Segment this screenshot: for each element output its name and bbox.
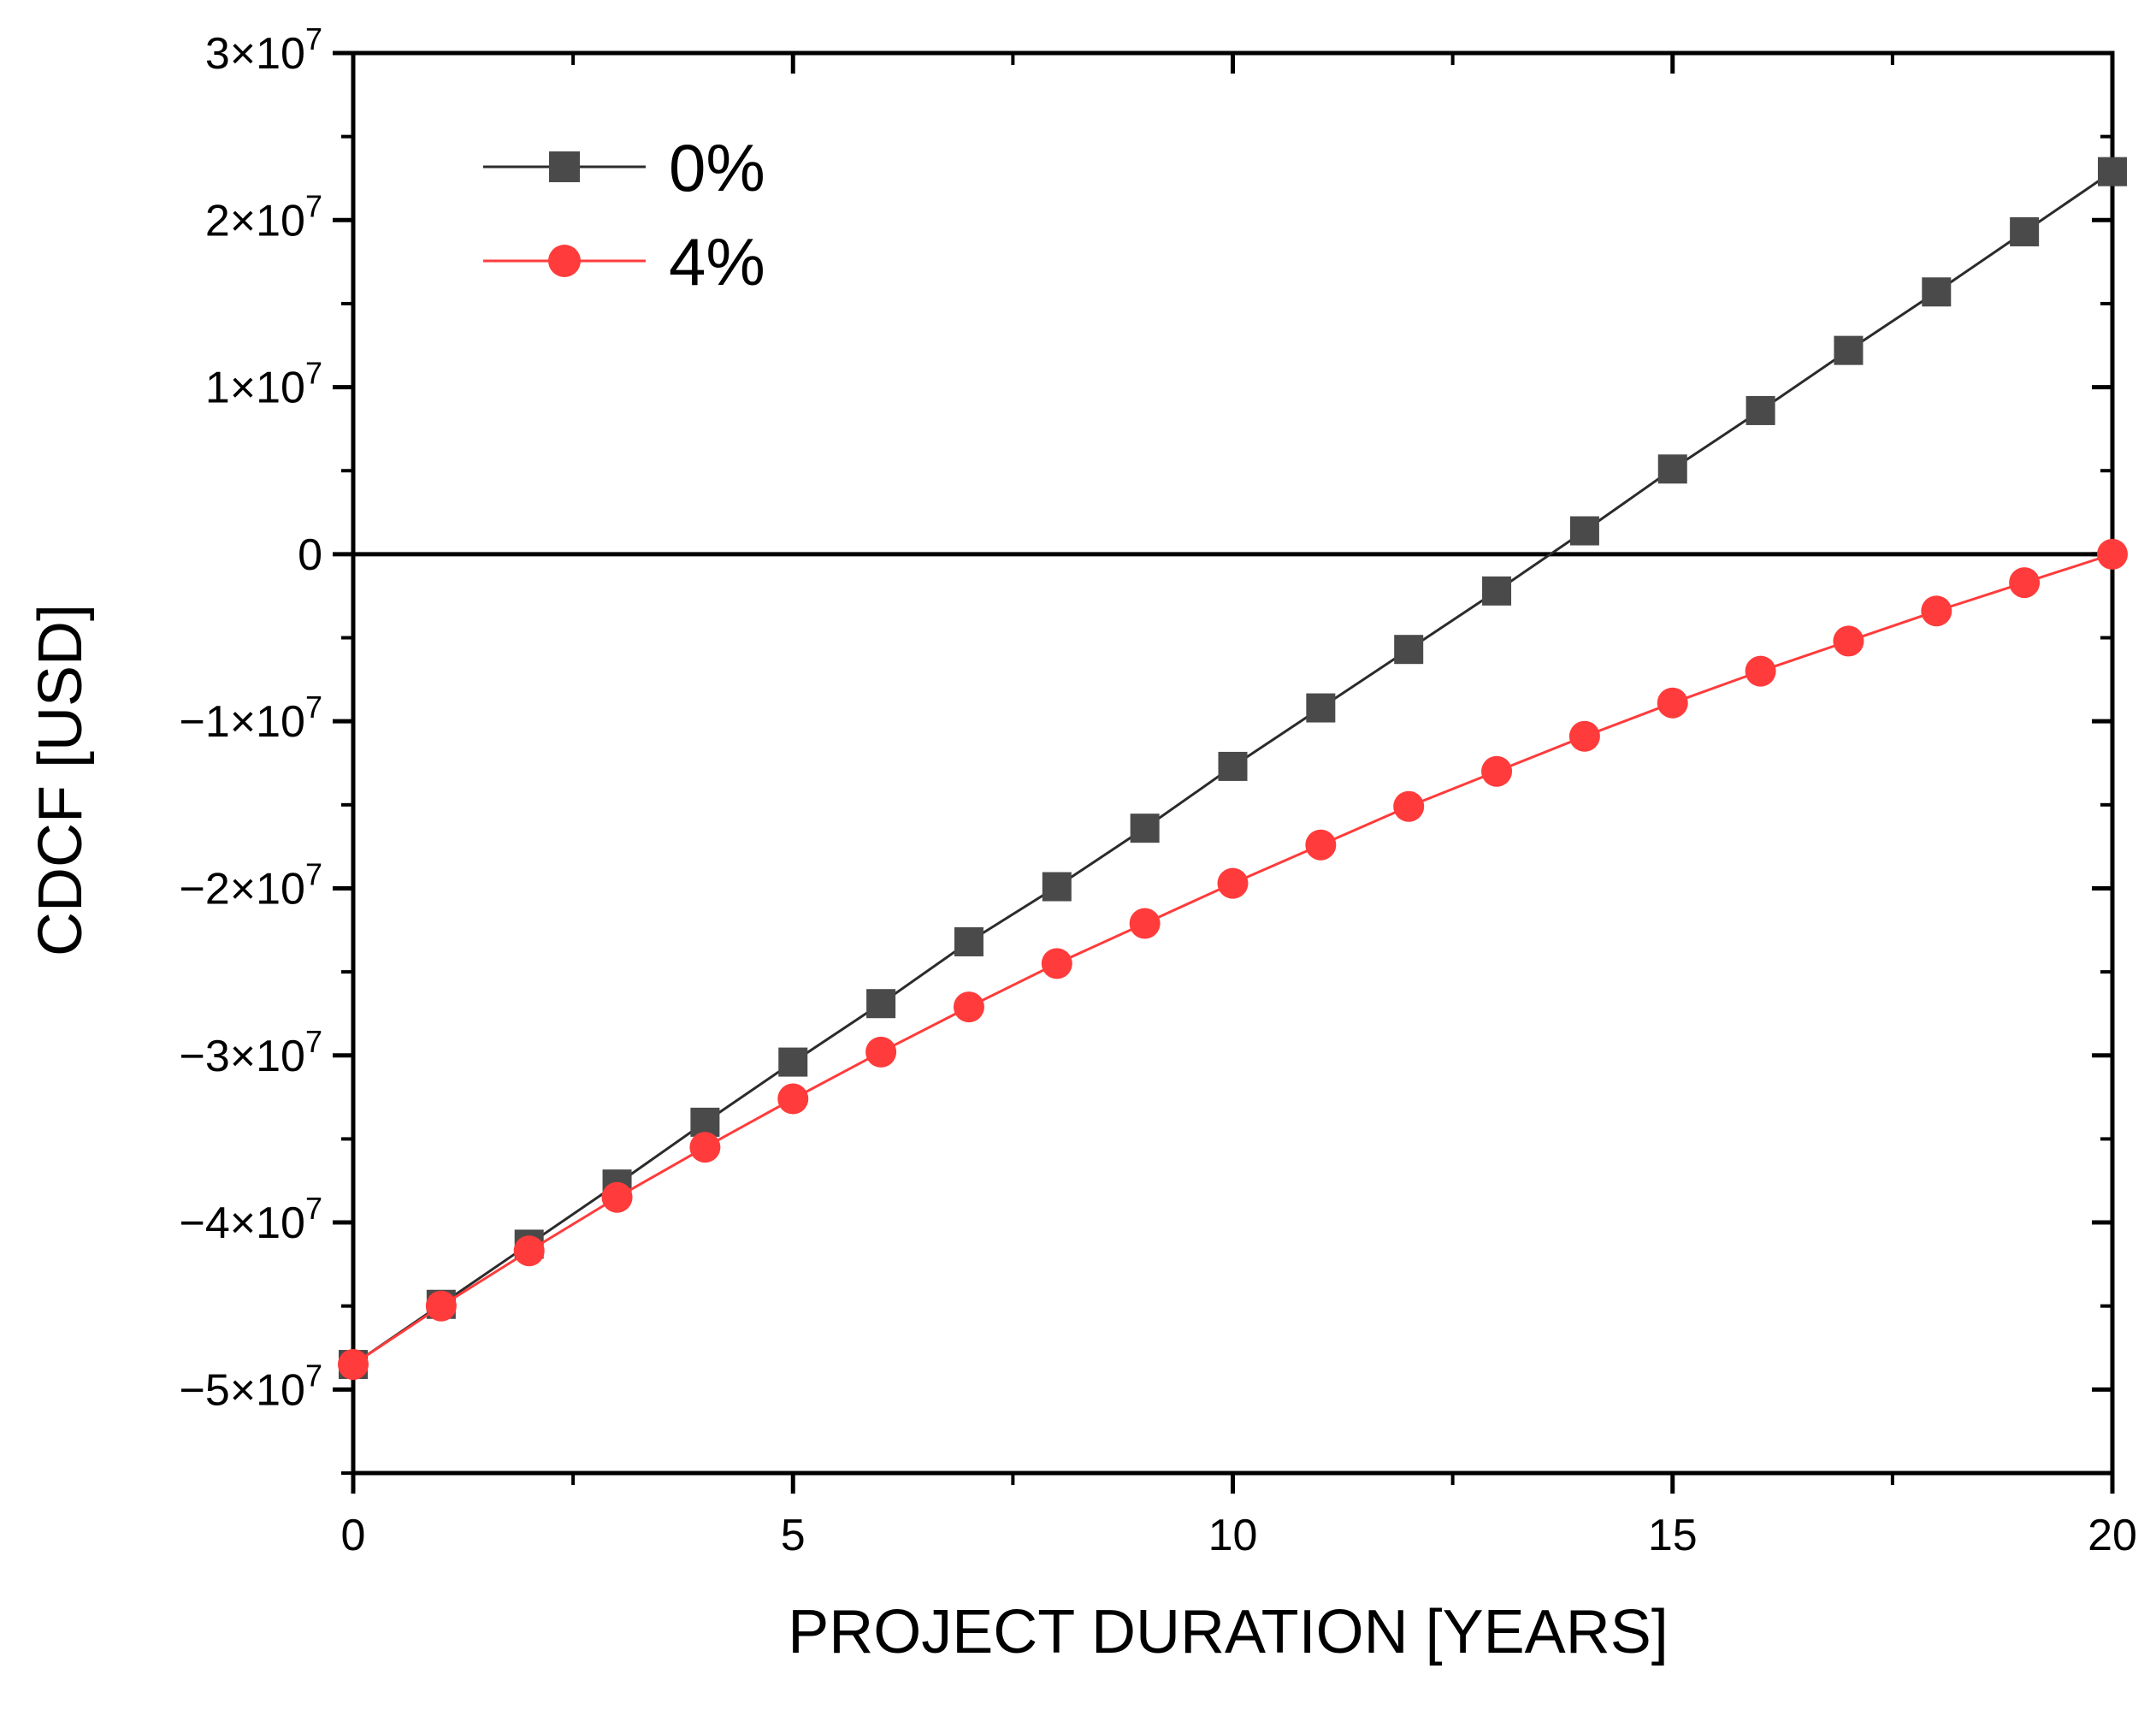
data-point — [1745, 395, 1775, 425]
y-tick-label: −4×107 — [179, 1191, 322, 1248]
y-tick-label: 2×107 — [205, 188, 322, 246]
data-point — [2097, 538, 2128, 570]
data-point — [778, 1047, 808, 1077]
data-point — [1306, 693, 1336, 723]
series-layer — [338, 157, 2128, 1381]
data-point — [513, 1235, 545, 1267]
data-point — [1568, 720, 1600, 752]
data-point — [953, 991, 984, 1023]
data-point — [865, 1036, 897, 1068]
data-point — [1657, 687, 1688, 719]
y-tick-label: 1×107 — [205, 356, 322, 413]
y-tick-label: −5×107 — [179, 1358, 322, 1415]
x-tick-label: 20 — [2088, 1511, 2137, 1560]
y-tick-label: 3×107 — [205, 21, 322, 79]
x-tick-label: 10 — [1208, 1511, 1258, 1560]
legend-marker — [549, 151, 580, 182]
data-point — [1042, 872, 1072, 902]
data-point — [1393, 790, 1425, 822]
y-tick-label: −1×107 — [179, 689, 322, 747]
data-point — [601, 1181, 633, 1213]
data-point — [1130, 814, 1160, 843]
x-tick-label: 5 — [781, 1511, 806, 1560]
data-point — [1217, 867, 1249, 899]
axes-layer: 0 5 10 15 20 3×107 2×107 1×107 0 −1×107 −2×107 −3×1… — [179, 21, 2136, 1560]
data-point — [425, 1290, 457, 1322]
data-point — [1921, 595, 1952, 627]
x-tick-label: 0 — [341, 1511, 366, 1560]
y-tick-label: 0 — [298, 530, 322, 580]
data-point — [1834, 335, 1864, 365]
data-point — [866, 989, 896, 1019]
y-tick-label: −2×107 — [179, 856, 322, 914]
x-axis-title: PROJECT DURATION [YEARS] — [788, 1598, 1668, 1666]
data-point — [338, 1349, 369, 1381]
legend: 0%4% — [483, 130, 765, 299]
data-point — [1129, 908, 1161, 939]
data-point — [2098, 157, 2127, 186]
y-axis-title: CDCF [USD] — [27, 604, 95, 956]
data-point — [777, 1083, 809, 1115]
legend-marker — [548, 245, 581, 277]
data-point — [1218, 751, 1248, 781]
data-point — [1745, 655, 1776, 687]
data-point — [1833, 625, 1864, 657]
data-point — [1482, 576, 1512, 606]
legend-item: 0% — [483, 130, 765, 205]
data-point — [1394, 635, 1424, 665]
data-point — [689, 1132, 721, 1163]
data-point — [1569, 516, 1599, 546]
data-point — [2009, 567, 2041, 599]
y-tick-label: −3×107 — [179, 1024, 322, 1081]
legend-item: 4% — [483, 224, 765, 299]
data-point — [1305, 829, 1337, 861]
series-2 — [338, 538, 2128, 1381]
data-point — [1657, 454, 1687, 484]
legend-label: 0% — [669, 130, 765, 205]
x-tick-label: 15 — [1648, 1511, 1698, 1560]
data-point — [1041, 948, 1072, 979]
data-point — [954, 926, 983, 956]
data-point — [1481, 755, 1513, 787]
data-point — [1922, 277, 1952, 307]
data-point — [2010, 216, 2040, 246]
legend-label: 4% — [669, 224, 765, 299]
